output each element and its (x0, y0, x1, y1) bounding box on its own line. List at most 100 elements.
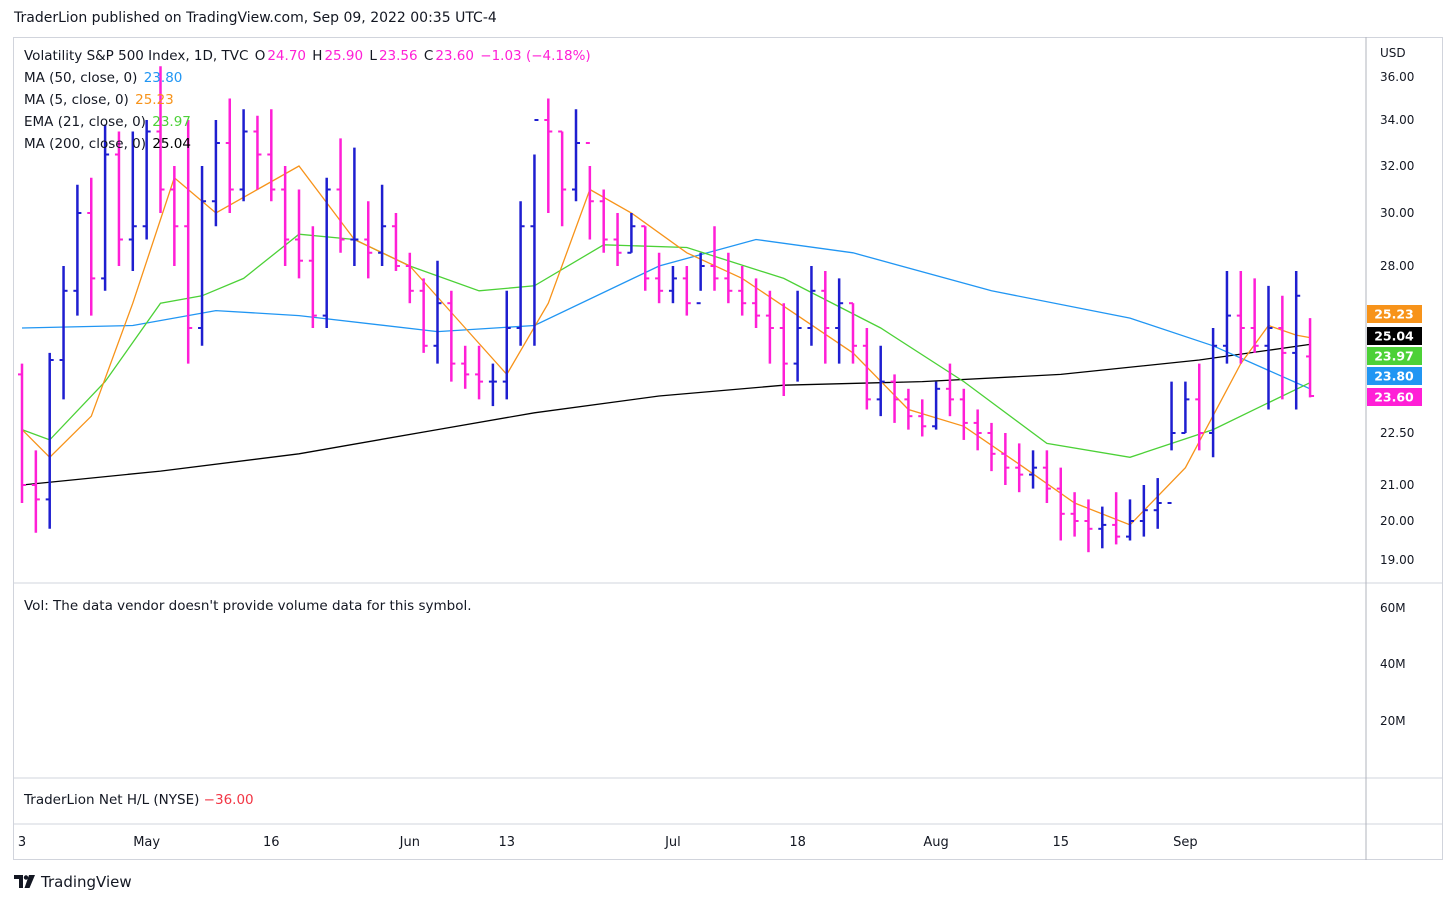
price-tags: 25.23 25.04 23.97 23.80 23.60 (1367, 305, 1422, 406)
ohlc-bar (128, 131, 137, 271)
ohlc-bar (1195, 363, 1204, 451)
ohlc-bar (696, 252, 705, 305)
tradingview-logo[interactable]: TradingView (14, 873, 132, 891)
ohlc-bar (1084, 499, 1093, 553)
ohlc-bar (668, 266, 677, 304)
ohlc-bar (308, 226, 317, 328)
ohlc-bar (558, 130, 567, 227)
ma200-label: MA (200, close, 0) (24, 136, 147, 152)
change-value: −1.03 (−4.18%) (480, 48, 591, 64)
ohlc-bar (1056, 467, 1065, 541)
ema21-line (21, 233, 1311, 458)
ma200-value: 25.04 (152, 136, 191, 152)
ohlc-bar (793, 290, 802, 382)
ma50-value: 23.80 (143, 70, 183, 86)
low-label: L (369, 48, 377, 64)
close-label: C (423, 48, 434, 64)
ohlc-bar (253, 115, 262, 190)
price-tick: 34.00 (1380, 113, 1414, 127)
net-hl-legend[interactable]: TraderLion Net H/L (NYSE) −36.00 (24, 792, 254, 808)
price-tick: 32.00 (1380, 159, 1414, 173)
time-tick: 18 (789, 835, 806, 850)
price-tag-bg (1367, 347, 1422, 365)
time-tick: 13 (498, 835, 515, 850)
price-tick: 22.50 (1380, 426, 1414, 440)
ohlc-bar (1292, 270, 1301, 410)
legend-ma200[interactable]: MA (200, close, 0) 25.04 (24, 136, 193, 152)
close-value: 23.60 (435, 48, 474, 64)
ohlc-bar (461, 345, 470, 389)
ohlc-bar (599, 189, 608, 253)
ohlc-bar (488, 363, 497, 407)
ohlc-bar (1306, 318, 1315, 398)
price-tag: 25.04 (1367, 327, 1422, 345)
tradingview-logo-icon (14, 875, 35, 888)
ma50-line (21, 238, 1311, 390)
ohlc-bar (322, 177, 331, 328)
ohlc-bar (295, 189, 303, 279)
ohlc-bar (987, 422, 996, 472)
price-tag: 23.80 (1367, 367, 1422, 385)
ohlc-bar (1264, 285, 1273, 410)
ohlc-bar (45, 352, 54, 529)
ohlc-bar (932, 381, 941, 430)
price-tag: 23.60 (1367, 388, 1422, 406)
price-tick: 20.00 (1380, 514, 1414, 528)
ohlc-bar (184, 120, 193, 364)
ohlc-bar (1112, 492, 1121, 545)
time-tick: 15 (1052, 835, 1069, 850)
ohlc-bar (364, 201, 373, 279)
ohlc-bar (849, 302, 857, 364)
net-hl-label: TraderLion Net H/L (NYSE) (24, 792, 200, 808)
ohlc-bar (613, 213, 622, 266)
high-value: 25.90 (324, 48, 364, 64)
ohlc-bar (1126, 499, 1134, 541)
time-tick: Jul (664, 835, 681, 850)
publish-header: TraderLion published on TradingView.com,… (14, 10, 497, 26)
ohlc-bar (724, 252, 733, 304)
ohlc-bar (765, 290, 774, 364)
price-tag-text: 23.60 (1374, 390, 1414, 405)
time-tick: 16 (263, 835, 280, 850)
high-label: H (312, 48, 323, 64)
ohlc-bar (973, 409, 982, 451)
price-tick: 21.00 (1380, 478, 1414, 492)
time-axis: 3 May 16 Jun 13 Jul 18 Aug 15 Sep (18, 835, 1198, 850)
ohlc-bar (378, 184, 387, 266)
ohlc-bar (904, 388, 913, 430)
ohlc-bar (87, 177, 96, 316)
price-tag-text: 23.80 (1374, 369, 1414, 384)
ohlc-bar (211, 120, 220, 227)
ohlc-bar (475, 345, 484, 400)
ohlc-bar (1015, 443, 1024, 493)
ohlc-bar (391, 213, 400, 271)
ohlc-bar (655, 252, 664, 304)
price-tag-bg (1367, 388, 1422, 406)
price-tag-text: 25.04 (1374, 329, 1414, 344)
ohlc-bar (530, 119, 539, 346)
volume-axis: 60M 40M 20M (1380, 601, 1406, 728)
ohlc-bar (1029, 450, 1038, 489)
ohlc-bar (945, 363, 954, 417)
price-tag: 25.23 (1367, 305, 1422, 323)
ohlc-bar (807, 266, 816, 346)
ohlc-bar (1167, 381, 1176, 504)
time-tick: Sep (1173, 835, 1198, 850)
ohlc-bar (627, 213, 636, 254)
ohlc-bar (156, 66, 165, 213)
legend-ma50[interactable]: MA (50, close, 0) 23.80 (24, 70, 184, 86)
ohlc-bar (31, 450, 40, 533)
ohlc-bar (142, 120, 151, 240)
tradingview-logo-text: TradingView (41, 873, 132, 891)
price-tag-text: 23.97 (1374, 349, 1414, 364)
price-tag-bg (1367, 367, 1422, 385)
ma5-label: MA (5, close, 0) (24, 92, 129, 108)
ohlc-bar (752, 278, 761, 328)
ohlc-bar (170, 166, 179, 266)
legend-ema21[interactable]: EMA (21, close, 0) 23.97 (24, 114, 193, 130)
ma50-label: MA (50, close, 0) (24, 70, 138, 86)
ohlc-bar (1181, 381, 1190, 434)
ohlc-bar (544, 98, 553, 213)
legend-ma5[interactable]: MA (5, close, 0) 25.23 (24, 92, 176, 108)
